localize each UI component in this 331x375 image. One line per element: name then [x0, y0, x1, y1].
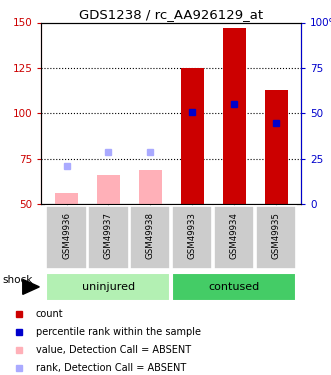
FancyBboxPatch shape	[130, 206, 170, 268]
Bar	[223, 28, 246, 204]
Text: GSM49938: GSM49938	[146, 212, 155, 260]
FancyBboxPatch shape	[46, 206, 87, 268]
FancyBboxPatch shape	[214, 206, 254, 268]
Text: percentile rank within the sample: percentile rank within the sample	[35, 327, 201, 337]
Bar	[97, 175, 120, 204]
Text: GSM49933: GSM49933	[188, 212, 197, 260]
Text: count: count	[35, 309, 63, 320]
Text: contused: contused	[209, 282, 260, 292]
FancyBboxPatch shape	[256, 206, 296, 268]
Title: GDS1238 / rc_AA926129_at: GDS1238 / rc_AA926129_at	[79, 8, 263, 21]
Bar	[264, 90, 288, 204]
Text: GSM49937: GSM49937	[104, 212, 113, 260]
Bar	[55, 194, 78, 204]
Text: rank, Detection Call = ABSENT: rank, Detection Call = ABSENT	[35, 363, 186, 373]
FancyBboxPatch shape	[172, 206, 213, 268]
Text: uninjured: uninjured	[82, 282, 135, 292]
Text: GSM49934: GSM49934	[230, 212, 239, 260]
Text: shock: shock	[2, 275, 32, 285]
Text: GSM49936: GSM49936	[62, 212, 71, 260]
Text: value, Detection Call = ABSENT: value, Detection Call = ABSENT	[35, 345, 191, 355]
Bar	[181, 68, 204, 204]
FancyBboxPatch shape	[172, 273, 296, 301]
Text: GSM49935: GSM49935	[271, 212, 281, 260]
FancyBboxPatch shape	[88, 206, 128, 268]
FancyBboxPatch shape	[46, 273, 170, 301]
Bar	[139, 170, 162, 204]
Polygon shape	[23, 279, 39, 294]
